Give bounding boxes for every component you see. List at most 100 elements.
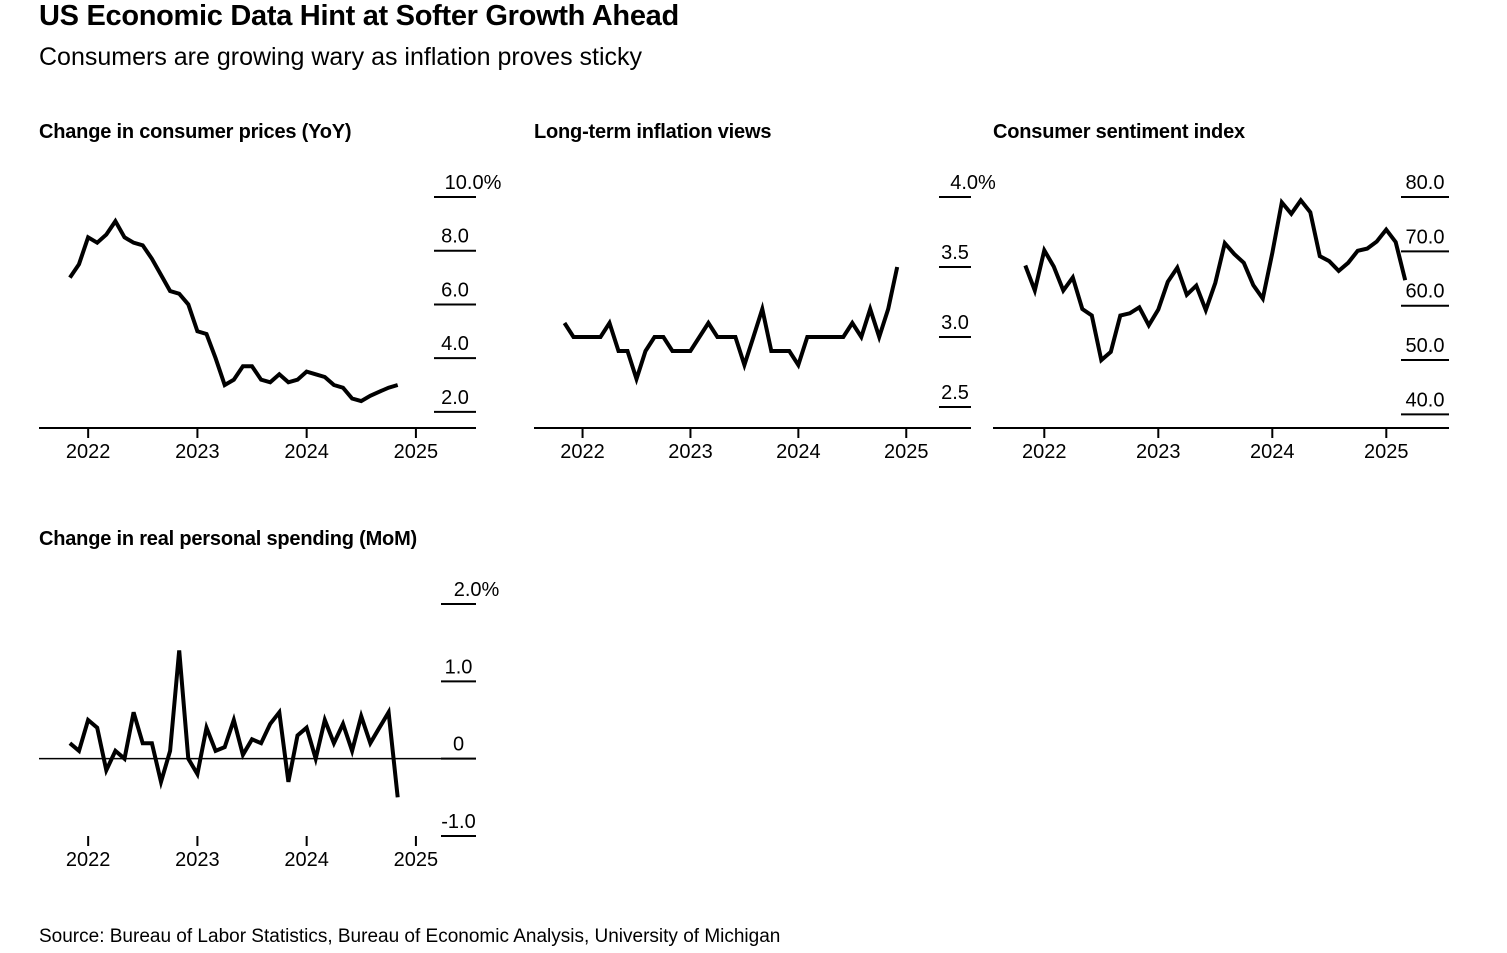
- data-point-sentiment-29: [1299, 198, 1303, 202]
- x-tick-label-inflation-views-2: 2024: [776, 441, 821, 463]
- x-tick-label-sentiment-2: 2024: [1250, 441, 1295, 463]
- data-point-cpi-6: [123, 235, 127, 239]
- data-point-spending-1: [77, 749, 81, 753]
- data-point-spending-26: [305, 726, 309, 730]
- data-point-inflation-views-16: [706, 321, 710, 325]
- x-tick-label-sentiment-1: 2023: [1136, 441, 1181, 463]
- x-tick-label-sentiment-0: 2022: [1022, 441, 1067, 463]
- data-point-inflation-views-9: [644, 349, 648, 353]
- x-tick-label-cpi-1: 2023: [175, 441, 220, 463]
- data-point-spending-16: [214, 749, 218, 753]
- data-point-inflation-views-8: [635, 377, 639, 381]
- y-tick-label-sentiment-1: 50.0: [1406, 335, 1445, 357]
- data-point-sentiment-28: [1289, 212, 1293, 216]
- data-point-cpi-20: [250, 364, 254, 368]
- data-point-sentiment-17: [1185, 293, 1189, 297]
- data-point-cpi-36: [396, 383, 400, 387]
- data-point-sentiment-27: [1280, 200, 1284, 204]
- data-point-inflation-views-22: [760, 307, 764, 311]
- data-point-sentiment-4: [1061, 289, 1065, 293]
- data-point-inflation-views-7: [626, 349, 630, 353]
- data-point-sentiment-2: [1042, 248, 1046, 252]
- data-point-cpi-23: [277, 372, 281, 376]
- data-point-cpi-13: [186, 302, 190, 306]
- y-tick-label-spending-1: 0: [453, 734, 464, 756]
- data-point-cpi-12: [177, 292, 181, 296]
- data-point-inflation-views-2: [581, 335, 585, 339]
- series-line-cpi: [68, 217, 399, 404]
- data-point-inflation-views-32: [850, 321, 854, 325]
- data-point-sentiment-11: [1128, 311, 1132, 315]
- data-point-cpi-28: [323, 375, 327, 379]
- y-tick-label-cpi-0: 2.0: [441, 387, 469, 409]
- y-tick-label-sentiment-0: 40.0: [1406, 389, 1445, 411]
- y-tick-label-sentiment-2: 60.0: [1406, 281, 1445, 303]
- data-point-inflation-views-10: [653, 335, 657, 339]
- data-point-inflation-views-14: [688, 349, 692, 353]
- data-point-inflation-views-3: [590, 335, 594, 339]
- data-point-spending-30: [341, 722, 345, 726]
- data-point-spending-35: [387, 710, 391, 714]
- data-point-cpi-16: [214, 356, 218, 360]
- chart-cpi: 2.0 4.0 6.0 8.0 10.0% 2022 2023 2024 2025: [39, 172, 502, 463]
- data-point-spending-20: [250, 737, 254, 741]
- data-point-sentiment-26: [1270, 251, 1274, 255]
- y-tick-label-inflation-views-3: 4.0%: [950, 172, 996, 194]
- data-point-sentiment-25: [1261, 297, 1265, 301]
- data-point-inflation-views-26: [796, 363, 800, 367]
- data-point-spending-15: [205, 726, 209, 730]
- data-point-inflation-views-15: [697, 335, 701, 339]
- data-point-sentiment-31: [1318, 254, 1322, 258]
- x-tick-label-spending-1: 2023: [175, 849, 220, 871]
- data-point-spending-11: [168, 749, 172, 753]
- data-point-cpi-8: [141, 243, 145, 247]
- data-point-sentiment-33: [1337, 269, 1341, 273]
- data-point-cpi-27: [314, 372, 318, 376]
- data-point-cpi-14: [195, 329, 199, 333]
- data-point-spending-28: [323, 718, 327, 722]
- y-tick-label-cpi-4: 10.0%: [445, 172, 502, 194]
- y-tick-label-inflation-views-1: 3.0: [941, 312, 969, 334]
- chart-sentiment: 40.0 50.0 60.0 70.0 80.0 2022 2023 2024 2025: [993, 172, 1449, 463]
- data-point-spending-7: [132, 710, 136, 714]
- x-tick-label-inflation-views-1: 2023: [668, 441, 713, 463]
- data-point-cpi-26: [305, 370, 309, 374]
- data-point-sentiment-38: [1384, 228, 1388, 232]
- data-point-spending-22: [268, 722, 272, 726]
- data-point-spending-14: [195, 772, 199, 776]
- chart-title-sentiment: Consumer sentiment index: [993, 121, 1245, 143]
- y-tick-label-spending-2: 1.0: [445, 656, 473, 678]
- data-point-spending-13: [186, 757, 190, 761]
- data-point-cpi-31: [350, 397, 354, 401]
- x-tick-label-spending-2: 2024: [284, 849, 329, 871]
- y-tick-label-spending-0: -1.0: [441, 811, 475, 833]
- data-point-cpi-17: [223, 383, 227, 387]
- chart-title-inflation-views: Long-term inflation views: [534, 121, 772, 143]
- data-point-sentiment-15: [1166, 280, 1170, 284]
- data-point-sentiment-7: [1090, 314, 1094, 318]
- x-tick-label-cpi-2: 2024: [284, 441, 329, 463]
- data-point-sentiment-36: [1365, 247, 1369, 251]
- data-point-cpi-22: [268, 380, 272, 384]
- data-point-spending-10: [159, 780, 163, 784]
- y-tick-label-cpi-3: 8.0: [441, 226, 469, 248]
- data-point-sentiment-35: [1356, 249, 1360, 253]
- data-point-inflation-views-28: [814, 335, 818, 339]
- data-point-spending-34: [377, 726, 381, 730]
- data-point-inflation-views-37: [895, 265, 899, 269]
- data-point-cpi-35: [387, 386, 391, 390]
- y-tick-label-spending-3: 2.0%: [454, 579, 500, 601]
- x-tick-label-inflation-views-3: 2025: [884, 441, 929, 463]
- data-point-inflation-views-17: [715, 335, 719, 339]
- data-point-sentiment-24: [1251, 283, 1255, 287]
- data-point-spending-31: [350, 749, 354, 753]
- data-point-sentiment-40: [1403, 278, 1407, 282]
- data-point-spending-25: [296, 734, 300, 738]
- data-point-inflation-views-33: [859, 335, 863, 339]
- y-tick-label-cpi-2: 6.0: [441, 279, 469, 301]
- data-point-sentiment-16: [1175, 266, 1179, 270]
- series-line-inflation-views: [562, 266, 900, 386]
- data-point-cpi-32: [359, 399, 363, 403]
- data-point-cpi-21: [259, 378, 263, 382]
- x-tick-label-cpi-3: 2025: [394, 441, 439, 463]
